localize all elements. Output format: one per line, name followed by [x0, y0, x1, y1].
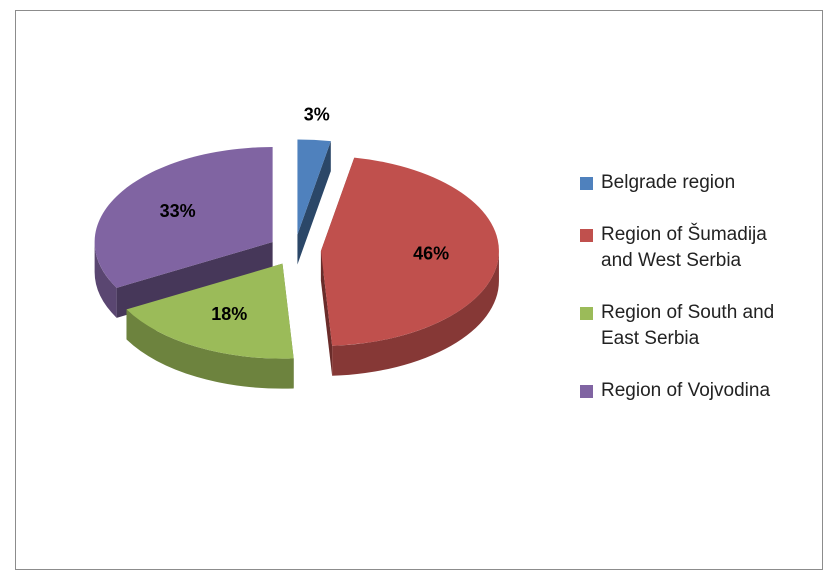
data-label: 33% — [160, 201, 196, 221]
data-label: 3% — [304, 104, 330, 124]
data-label: 46% — [413, 243, 449, 263]
slice — [297, 139, 331, 235]
legend-label: Belgrade region — [601, 172, 736, 193]
legend-item: Region of Vojvodina — [580, 378, 799, 404]
legend-item: Region of South and East Serbia — [580, 300, 799, 352]
slice — [320, 157, 499, 346]
slice — [126, 263, 294, 359]
legend-label: Region of Vojvodina — [601, 380, 771, 401]
slice-rim — [126, 309, 294, 389]
slice — [94, 147, 273, 288]
legend-swatch — [580, 229, 593, 242]
legend-swatch — [580, 385, 593, 398]
legend-swatch — [580, 177, 593, 190]
slice-rim — [332, 250, 499, 376]
legend-label: Region of South and East Serbia — [601, 302, 775, 349]
legend: Belgrade region Region of Šumadija and We… — [580, 170, 799, 404]
legend-label: Region of Šumadija and West Serbia — [601, 224, 767, 271]
data-label: 18% — [211, 304, 247, 324]
slice-wall — [116, 242, 273, 318]
slice-rim — [94, 242, 117, 318]
legend-item: Region of Šumadija and West Serbia — [580, 222, 799, 274]
legend-swatch — [580, 307, 593, 320]
legend-item: Belgrade region — [580, 170, 799, 196]
slice-wall — [297, 141, 331, 265]
slice-wall — [320, 250, 333, 376]
